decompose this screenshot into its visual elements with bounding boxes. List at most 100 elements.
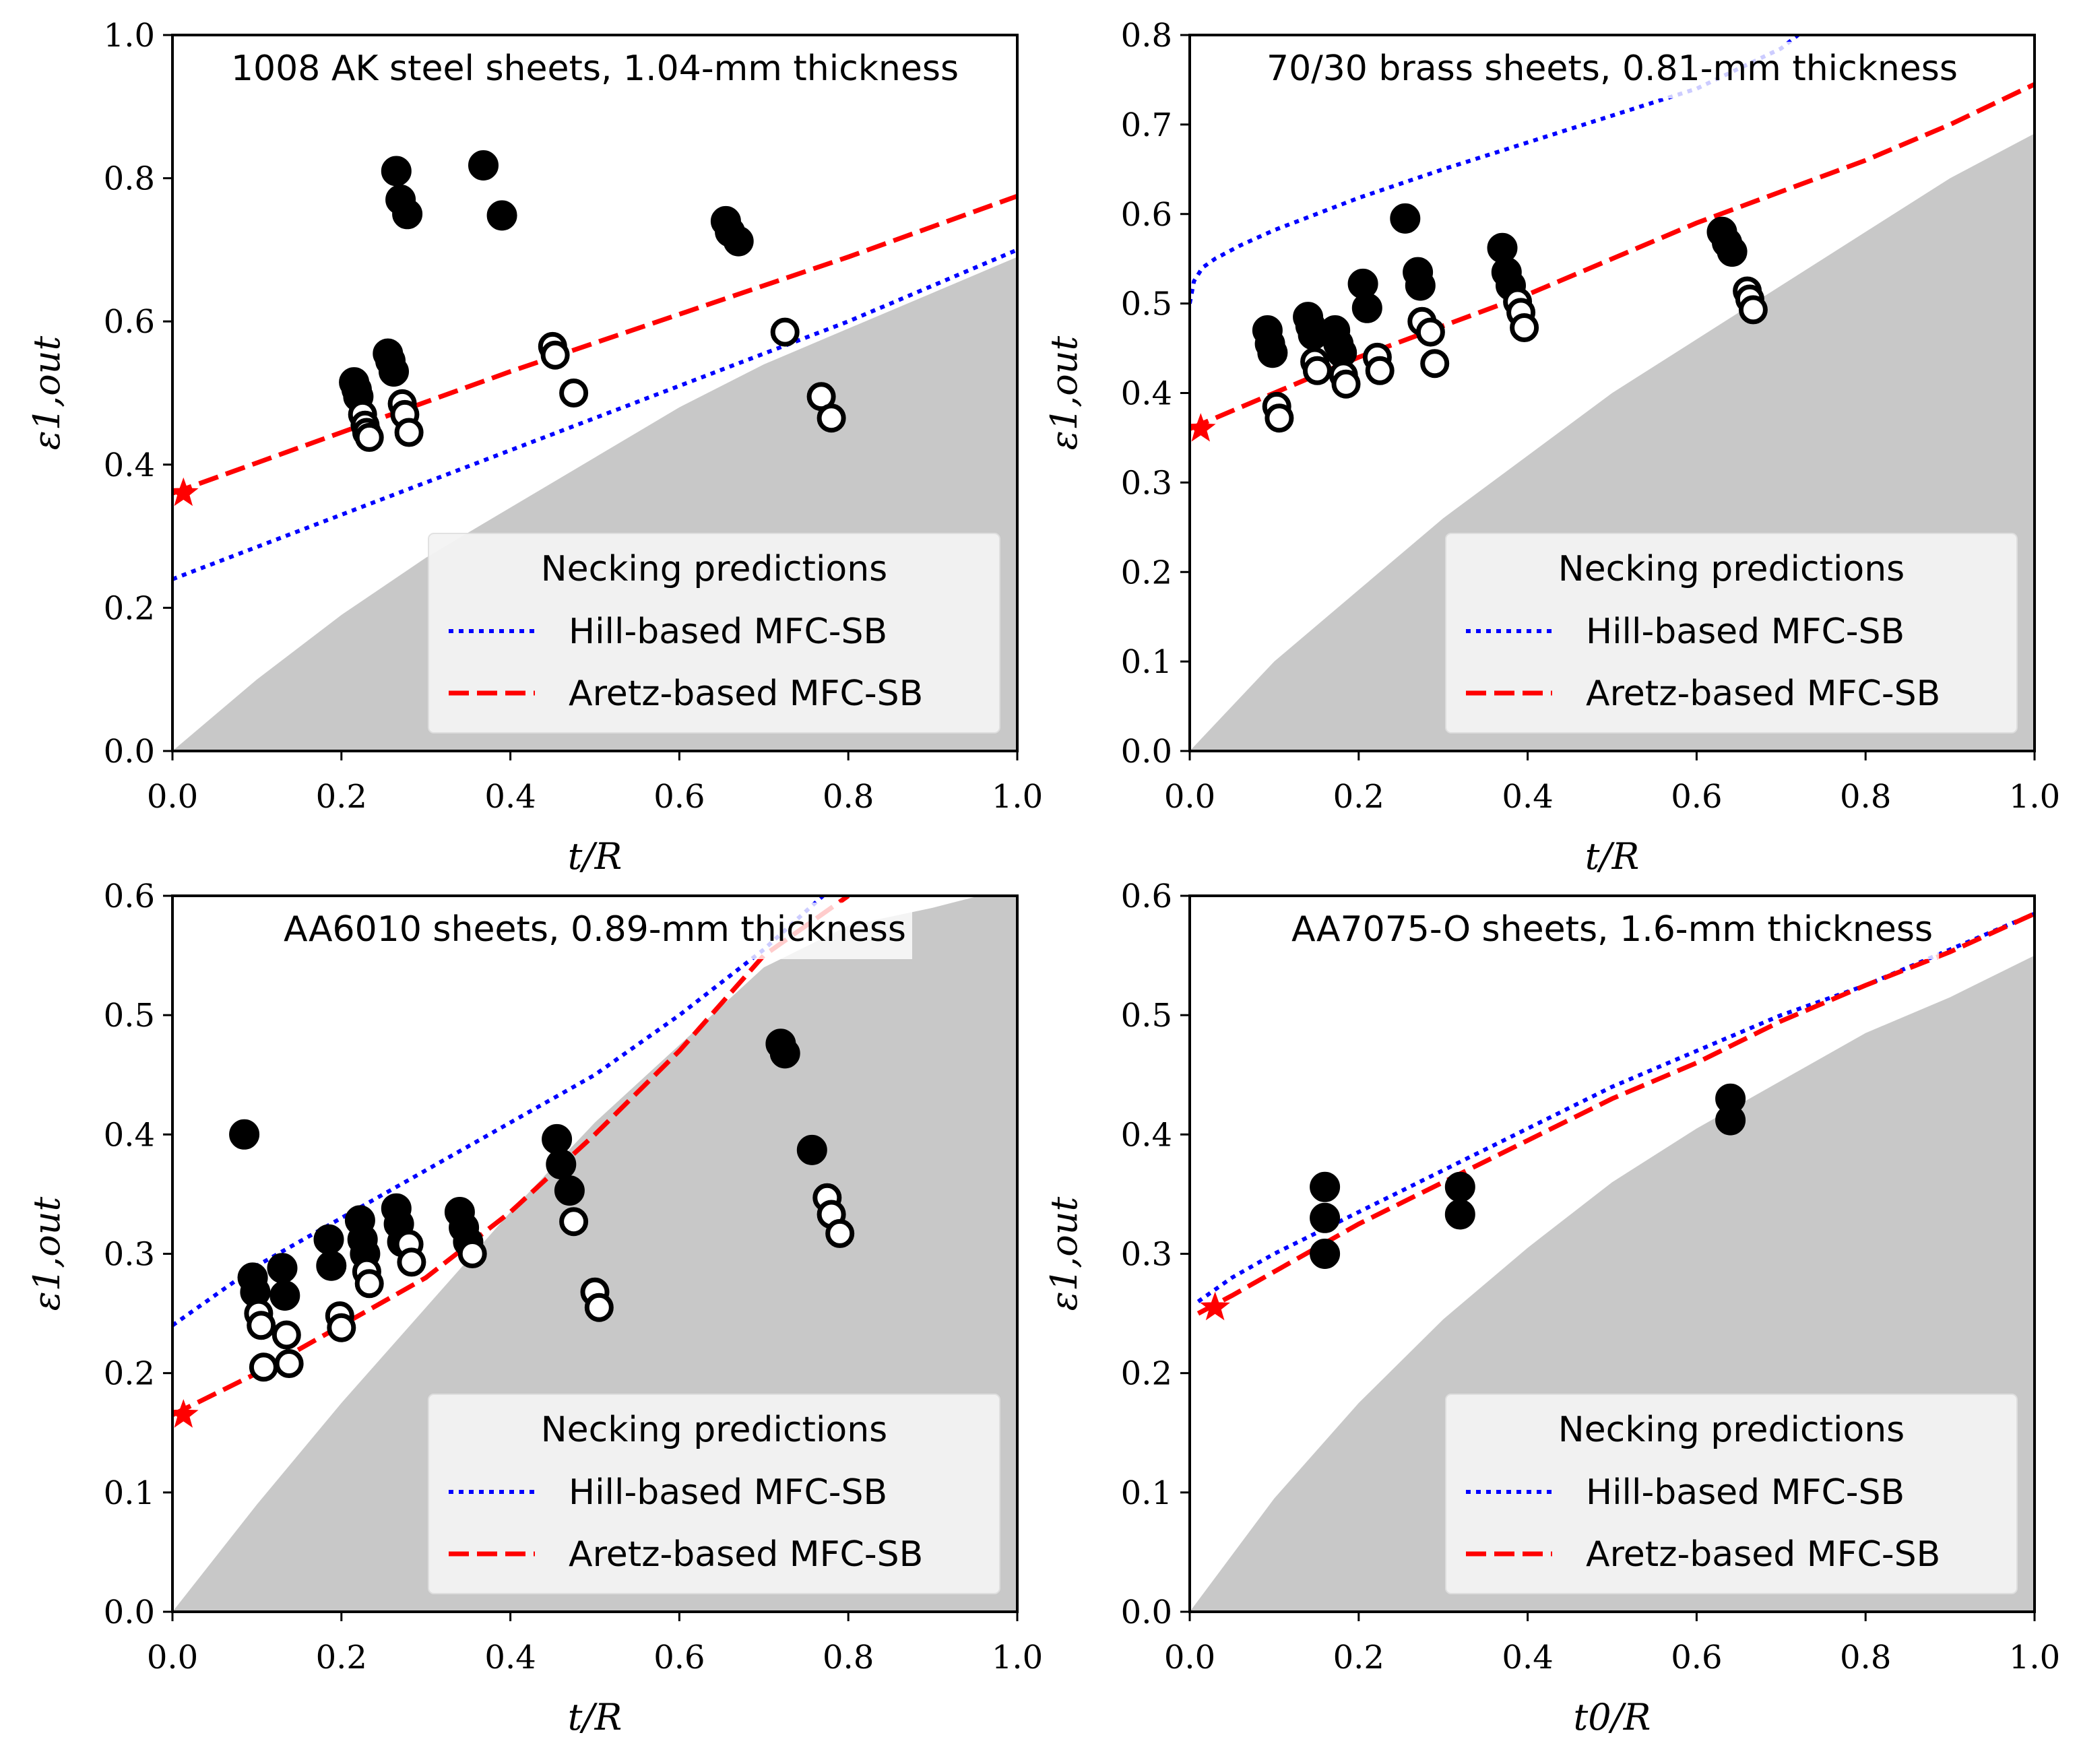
panel-top-right-brass: 70/30 brass sheets, 0.81-mm thickness Nec… <box>1043 17 2060 878</box>
legend-box <box>1445 1394 2018 1594</box>
x-tick-label: 0.6 <box>1671 778 1722 816</box>
legend-box <box>1445 533 2018 733</box>
data-point-open <box>274 1349 304 1378</box>
y-tick-label: 0.2 <box>1121 1355 1172 1393</box>
data-point-filled <box>316 1250 347 1281</box>
x-tick-label: 0.0 <box>1164 1639 1215 1676</box>
data-point-filled <box>1310 1239 1341 1269</box>
x-tick-label: 0.6 <box>653 778 705 816</box>
legend-aretz-label: Aretz-based MFC-SB <box>569 1534 923 1575</box>
x-tick-label: 0.8 <box>823 1639 874 1676</box>
x-tick-label: 0.2 <box>1333 1639 1384 1676</box>
data-point-open <box>559 379 589 407</box>
x-tick-label: 0.6 <box>1671 1639 1722 1676</box>
data-point-filled <box>1310 1202 1341 1233</box>
y-tick-label: 0.4 <box>104 447 155 484</box>
data-point-filled <box>723 226 754 257</box>
data-point-open <box>249 1352 278 1382</box>
data-point-open <box>1302 356 1332 385</box>
title-background <box>1246 42 1978 98</box>
legend-title: Necking predictions <box>541 1410 888 1450</box>
y-tick-label: 0.7 <box>1121 106 1172 144</box>
data-point-open <box>394 418 424 447</box>
data-point-open <box>817 403 846 433</box>
y-tick-label: 0.1 <box>1121 1474 1172 1512</box>
data-point-open <box>825 1218 855 1248</box>
data-point-open <box>354 1269 384 1299</box>
data-point-filled <box>468 150 499 181</box>
y-tick-label: 0.2 <box>1121 554 1172 591</box>
data-point-filled <box>267 1253 298 1284</box>
x-tick-label: 0.2 <box>316 778 367 816</box>
title-background <box>210 42 980 98</box>
legend-box <box>428 1394 1000 1594</box>
data-point-open <box>354 422 384 452</box>
data-point-open <box>327 1313 356 1342</box>
data-point-filled <box>554 1175 585 1206</box>
y-tick-label: 0.6 <box>1121 878 1172 915</box>
y-tick-label: 0.6 <box>104 878 155 915</box>
x-tick-label: 0.0 <box>147 1639 198 1676</box>
y-tick-label: 0.8 <box>1121 17 1172 55</box>
x-tick-label: 0.4 <box>1502 778 1553 816</box>
data-point-filled <box>1444 1199 1475 1230</box>
data-point-filled <box>1405 270 1436 301</box>
data-point-open <box>1365 356 1395 385</box>
data-point-open <box>1415 317 1445 347</box>
data-point-filled <box>796 1134 827 1165</box>
x-tick-label: 1.0 <box>992 778 1043 816</box>
legend-hill-label: Hill-based MFC-SB <box>1586 612 1905 652</box>
legend-title: Necking predictions <box>541 549 888 589</box>
y-tick-label: 0.0 <box>1121 733 1172 771</box>
panel-top-left-steel: 1008 AK steel sheets, 1.04-mm thickness N… <box>26 17 1043 878</box>
x-tick-label: 0.0 <box>147 778 198 816</box>
y-tick-label: 0.1 <box>1121 643 1172 681</box>
data-point-filled <box>546 1149 577 1180</box>
y-tick-label: 0.4 <box>1121 375 1172 413</box>
data-point-filled <box>269 1280 300 1311</box>
data-point-open <box>1510 313 1539 342</box>
data-point-filled <box>392 199 423 230</box>
legend-aretz-label: Aretz-based MFC-SB <box>1586 1534 1940 1575</box>
x-tick-label: 1.0 <box>992 1639 1043 1676</box>
y-tick-label: 0.4 <box>104 1116 155 1154</box>
data-point-open <box>1265 403 1294 433</box>
legend-aretz-label: Aretz-based MFC-SB <box>569 674 923 714</box>
plot-frame <box>171 34 1019 752</box>
data-point-open <box>770 317 800 347</box>
panel-title: 70/30 brass sheets, 0.81-mm thickness <box>1267 48 1958 89</box>
data-point-open <box>397 1247 426 1277</box>
data-point-open <box>271 1320 301 1350</box>
x-tick-label: 0.8 <box>1840 778 1891 816</box>
hill-curve <box>172 896 825 1328</box>
data-point-open <box>247 1311 276 1340</box>
y-axis-label: ε1,out <box>1043 1196 1085 1311</box>
hill-curve <box>1196 911 2035 1303</box>
aretz-star-marker <box>1200 1291 1230 1321</box>
panel-bottom-right-aa7075: AA7075-O sheets, 1.6-mm thickness Necking… <box>1043 878 2060 1738</box>
y-tick-label: 0.5 <box>1121 997 1172 1035</box>
y-tick-label: 0.5 <box>104 997 155 1035</box>
panel-title: AA7075-O sheets, 1.6-mm thickness <box>1291 909 1933 950</box>
y-tick-label: 0.5 <box>1121 286 1172 323</box>
legend-box <box>428 533 1000 733</box>
y-tick-label: 0.3 <box>1121 464 1172 502</box>
y-tick-label: 0.6 <box>104 303 155 341</box>
aretz-curve <box>172 193 1017 496</box>
x-tick-label: 0.0 <box>1164 778 1215 816</box>
panel-title: AA6010 sheets, 0.89-mm thickness <box>284 909 906 950</box>
data-point-filled <box>1444 1171 1475 1202</box>
data-point-filled <box>1351 292 1382 323</box>
y-tick-label: 0.2 <box>104 1355 155 1393</box>
y-tick-label: 0.8 <box>104 160 155 198</box>
y-tick-label: 0.1 <box>104 1474 155 1512</box>
x-tick-label: 0.2 <box>1333 778 1384 816</box>
x-axis-label: t/R <box>568 835 622 878</box>
y-tick-label: 0.0 <box>104 733 155 771</box>
panel-title: 1008 AK steel sheets, 1.04-mm thickness <box>231 48 959 89</box>
x-axis-label: t/R <box>1585 835 1640 878</box>
x-tick-label: 0.2 <box>316 1639 367 1676</box>
data-point-open <box>559 1207 589 1237</box>
legend-hill-label: Hill-based MFC-SB <box>1586 1472 1905 1513</box>
